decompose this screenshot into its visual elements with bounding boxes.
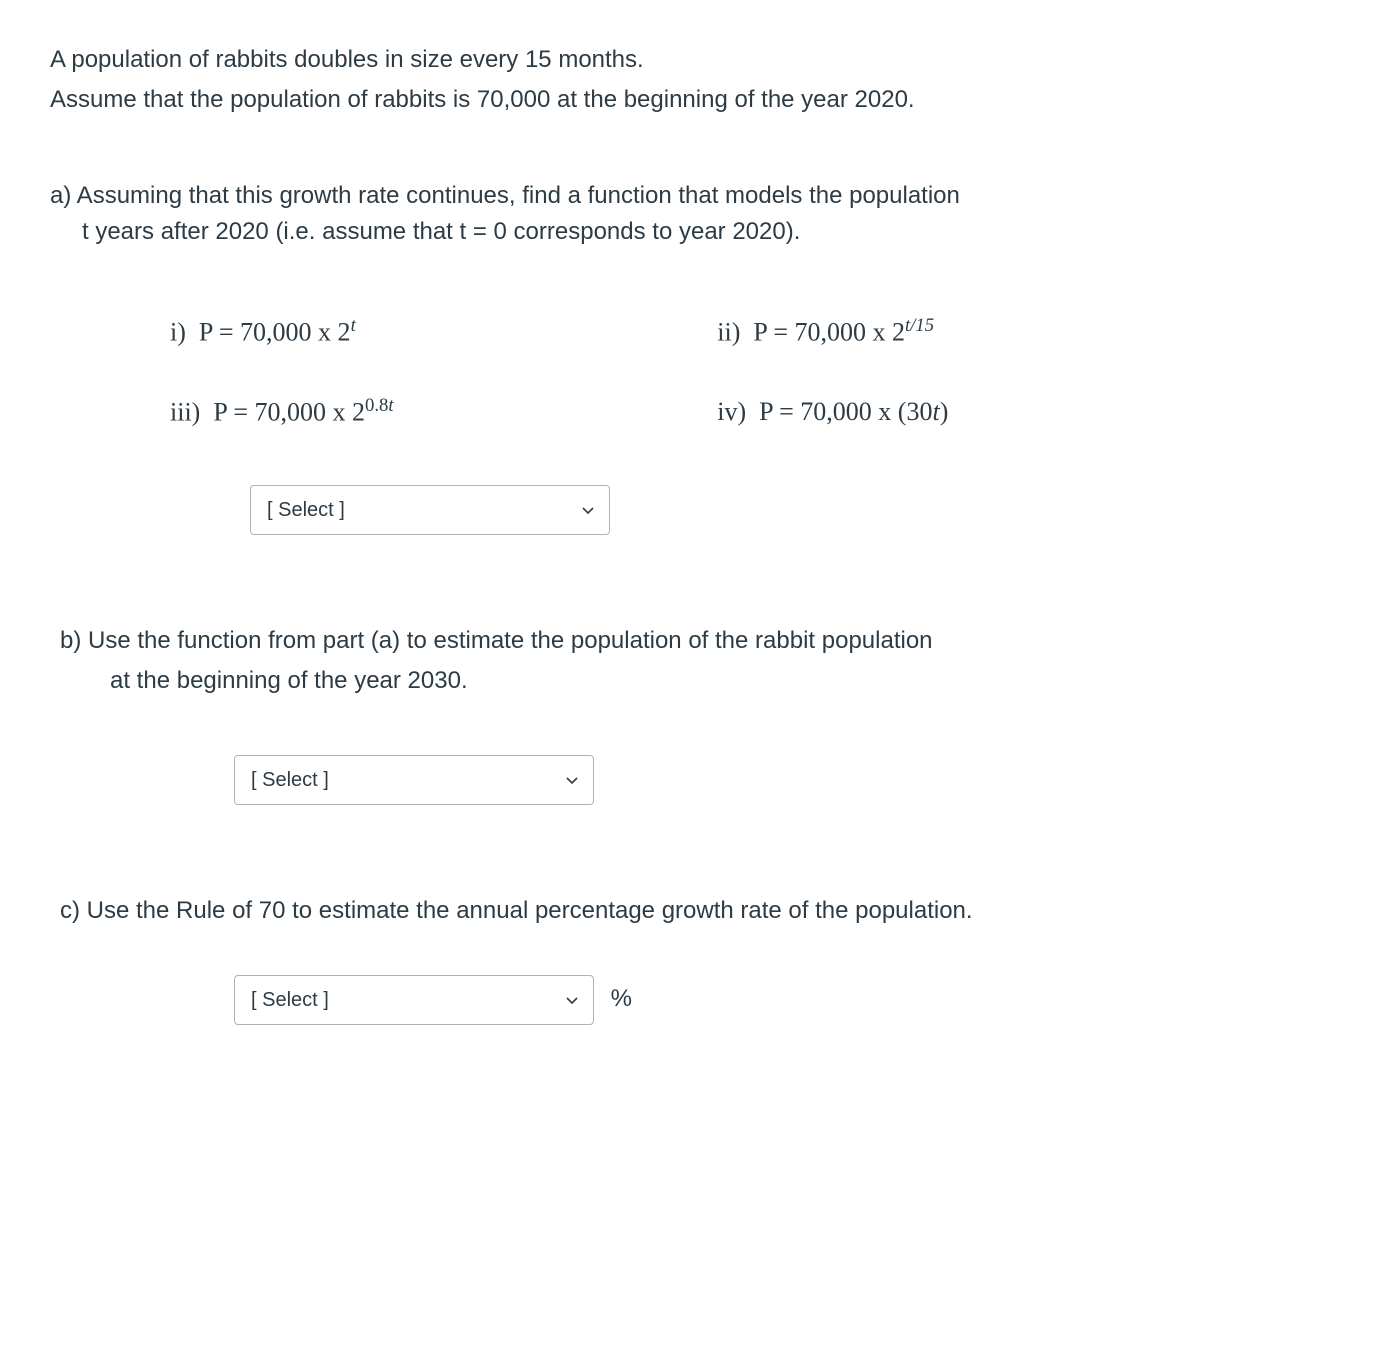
problem-intro: A population of rabbits doubles in size …	[50, 42, 1336, 118]
part-a-select[interactable]: [ Select ]	[250, 485, 610, 535]
option-i: i) P = 70,000 x 2t	[170, 312, 677, 352]
part-a-select-wrap: [ Select ]	[250, 485, 1336, 535]
option-iii: iii) P = 70,000 x 20.8t	[170, 392, 677, 432]
part-c-line-1: c) Use the Rule of 70 to estimate the an…	[50, 893, 1336, 929]
part-c-unit: %	[611, 985, 632, 1012]
option-ii-formula: P = 70,000 x 2	[753, 318, 905, 347]
part-c-select-wrap: [ Select ] %	[234, 975, 1336, 1025]
part-a-select-label: [ Select ]	[267, 495, 345, 525]
part-b: b) Use the function from part (a) to est…	[50, 623, 1336, 805]
part-c: c) Use the Rule of 70 to estimate the an…	[50, 893, 1336, 1025]
option-ii: ii) P = 70,000 x 2t/15	[717, 312, 1224, 352]
part-c-select[interactable]: [ Select ]	[234, 975, 594, 1025]
part-a: a) Assuming that this growth rate contin…	[50, 178, 1336, 535]
part-b-line-2: at the beginning of the year 2030.	[50, 663, 1336, 699]
part-c-select-label: [ Select ]	[251, 985, 329, 1015]
option-ii-numeral: ii)	[717, 318, 740, 347]
part-b-select[interactable]: [ Select ]	[234, 755, 594, 805]
option-iv-var: t	[932, 397, 939, 426]
option-iii-formula: P = 70,000 x 2	[213, 397, 365, 426]
option-i-exp: t	[351, 315, 356, 336]
part-b-select-label: [ Select ]	[251, 765, 329, 795]
option-iv-formula: P = 70,000 x (30	[759, 397, 932, 426]
intro-line-2: Assume that the population of rabbits is…	[50, 82, 1336, 118]
chevron-down-icon	[581, 503, 595, 517]
intro-line-1: A population of rabbits doubles in size …	[50, 42, 1336, 78]
option-i-formula: P = 70,000 x 2	[199, 318, 351, 347]
chevron-down-icon	[565, 773, 579, 787]
option-ii-exp: t/15	[905, 315, 934, 336]
part-a-options: i) P = 70,000 x 2t ii) P = 70,000 x 2t/1…	[170, 312, 1225, 431]
option-iii-exp: 0.8t	[365, 395, 394, 416]
part-b-line-1: b) Use the function from part (a) to est…	[50, 623, 1336, 659]
part-b-select-wrap: [ Select ]	[234, 755, 1336, 805]
option-iv-numeral: iv)	[717, 397, 746, 426]
part-a-line-2: t years after 2020 (i.e. assume that t =…	[50, 214, 1336, 250]
chevron-down-icon	[565, 993, 579, 1007]
part-a-line-1: a) Assuming that this growth rate contin…	[50, 178, 1336, 214]
option-iv-close: )	[940, 397, 949, 426]
option-iv: iv) P = 70,000 x (30t)	[717, 392, 1224, 432]
option-i-numeral: i)	[170, 318, 186, 347]
option-iii-numeral: iii)	[170, 397, 200, 426]
